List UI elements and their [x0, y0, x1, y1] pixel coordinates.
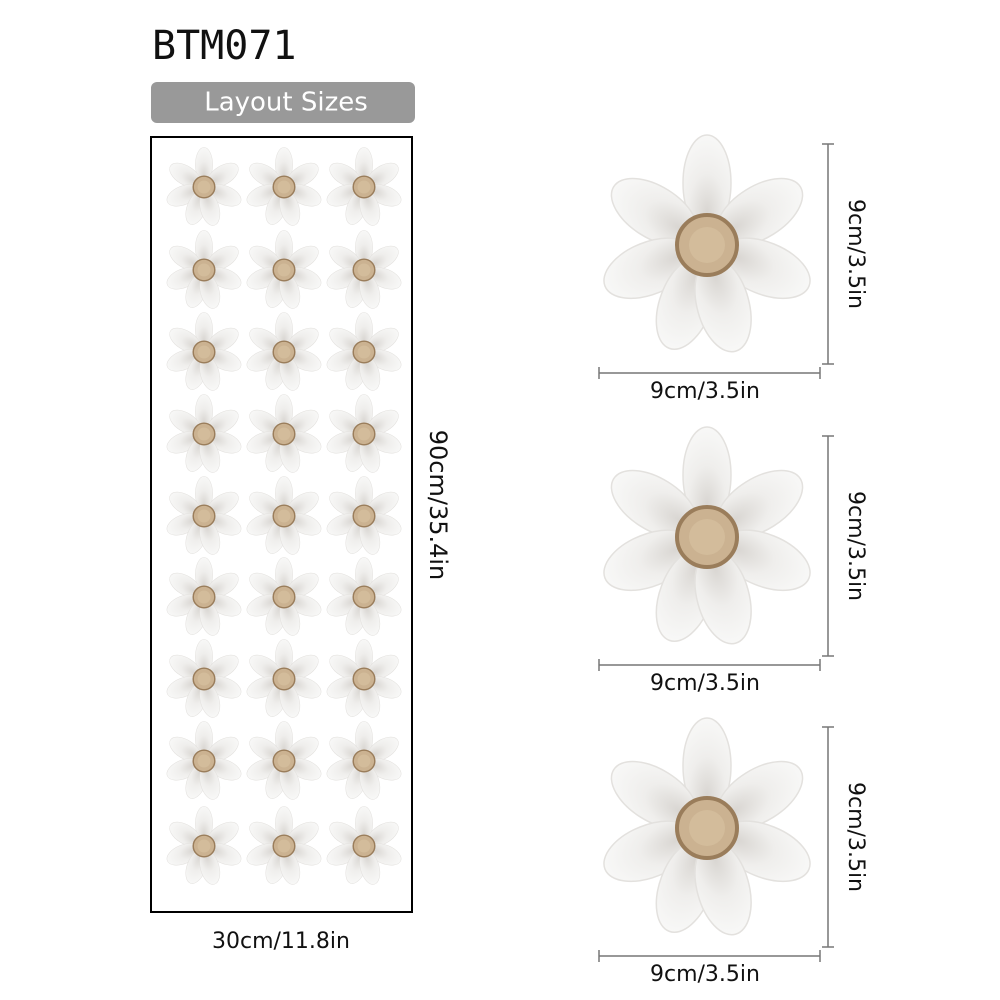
badge	[151, 82, 415, 123]
sticker-flower	[593, 425, 821, 652]
sheet-flowers	[163, 146, 405, 888]
sticker-width: 9cm/3.5in	[650, 379, 760, 404]
sticker-width: 9cm/3.5in	[650, 962, 760, 987]
sticker-height: 9cm/3.5in	[843, 782, 868, 892]
title: BTM071	[152, 23, 297, 69]
sticker-flower	[593, 716, 821, 943]
badge-label: Layout Sizes	[204, 88, 368, 118]
sticker-width: 9cm/3.5in	[650, 671, 760, 696]
sheet-width: 30cm/11.8in	[212, 929, 350, 954]
sticker-height: 9cm/3.5in	[843, 491, 868, 601]
sticker-height: 9cm/3.5in	[843, 199, 868, 309]
sheet-height: 90cm/35.4in	[424, 430, 452, 581]
stickers: 9cm/3.5in 9cm/3.5in 9cm/3.5in 9cm/3.5in 9cm/…	[593, 133, 868, 987]
sticker-flower	[593, 133, 821, 360]
